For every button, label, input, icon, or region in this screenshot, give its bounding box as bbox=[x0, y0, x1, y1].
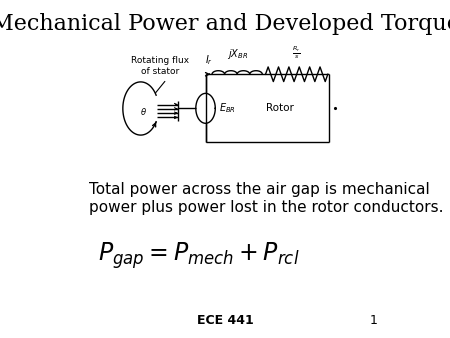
Text: $\frac{R_r}{s}$: $\frac{R_r}{s}$ bbox=[292, 45, 301, 61]
Text: $\theta$: $\theta$ bbox=[140, 106, 148, 117]
Text: Mechanical Power and Developed Torque: Mechanical Power and Developed Torque bbox=[0, 13, 450, 35]
Text: Rotating flux
of stator: Rotating flux of stator bbox=[131, 56, 189, 76]
Text: 1: 1 bbox=[369, 314, 378, 327]
Text: Total power across the air gap is mechanical
power plus power lost in the rotor : Total power across the air gap is mechan… bbox=[89, 182, 443, 215]
Text: ECE 441: ECE 441 bbox=[197, 314, 253, 327]
Text: $P_{gap} = P_{mech} + P_{rcl}$: $P_{gap} = P_{mech} + P_{rcl}$ bbox=[98, 240, 300, 271]
Text: Rotor: Rotor bbox=[266, 103, 294, 113]
Text: $I_r$: $I_r$ bbox=[206, 53, 213, 67]
Text: $E_{BR}$: $E_{BR}$ bbox=[219, 101, 235, 115]
Text: $jX_{BR}$: $jX_{BR}$ bbox=[226, 47, 248, 61]
